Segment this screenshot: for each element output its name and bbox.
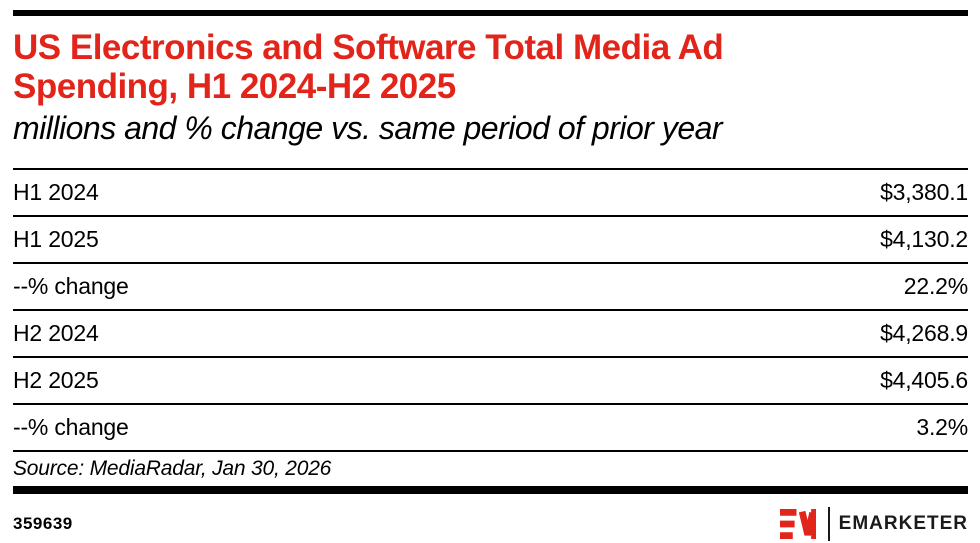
table-row: --% change 22.2%	[13, 264, 968, 311]
row-label: H1 2025	[13, 226, 99, 252]
row-label: H2 2024	[13, 320, 99, 346]
row-value: $4,130.2	[880, 226, 968, 252]
table-row: H1 2025 $4,130.2	[13, 217, 968, 264]
row-value: $4,268.9	[880, 320, 968, 346]
chart-id: 359639	[13, 514, 73, 533]
bottom-rule	[13, 486, 968, 494]
table-row: H1 2024 $3,380.1	[13, 170, 968, 217]
table-row: H2 2025 $4,405.6	[13, 358, 968, 405]
chart-subtitle: millions and % change vs. same period of…	[13, 110, 723, 146]
row-value: 3.2%	[916, 414, 968, 440]
row-label: --% change	[13, 414, 129, 440]
top-rule	[13, 10, 968, 16]
row-label: H1 2024	[13, 179, 99, 205]
data-table: H1 2024 $3,380.1 H1 2025 $4,130.2 --% ch…	[13, 168, 968, 452]
row-value: 22.2%	[903, 273, 968, 299]
table-row: --% change 3.2%	[13, 405, 968, 452]
logo-divider	[827, 507, 830, 541]
chart-title-line1: US Electronics and Software Total Media …	[13, 28, 724, 67]
row-label: H2 2025	[13, 367, 99, 393]
row-value: $3,380.1	[880, 179, 968, 205]
brand-name: EMARKETER	[838, 513, 968, 534]
row-value: $4,405.6	[880, 367, 968, 393]
table-row: H2 2024 $4,268.9	[13, 311, 968, 358]
chart-title: US Electronics and Software Total Media …	[13, 28, 968, 106]
row-label: --% change	[13, 273, 129, 299]
source-note: Source: MediaRadar, Jan 30, 2026	[13, 457, 332, 480]
footer: 359639 EMARKETER	[13, 507, 968, 541]
emarketer-logo: EMARKETER	[777, 507, 968, 541]
em-monogram-icon	[779, 509, 816, 539]
chart-title-line2: Spending, H1 2024-H2 2025	[13, 67, 456, 106]
